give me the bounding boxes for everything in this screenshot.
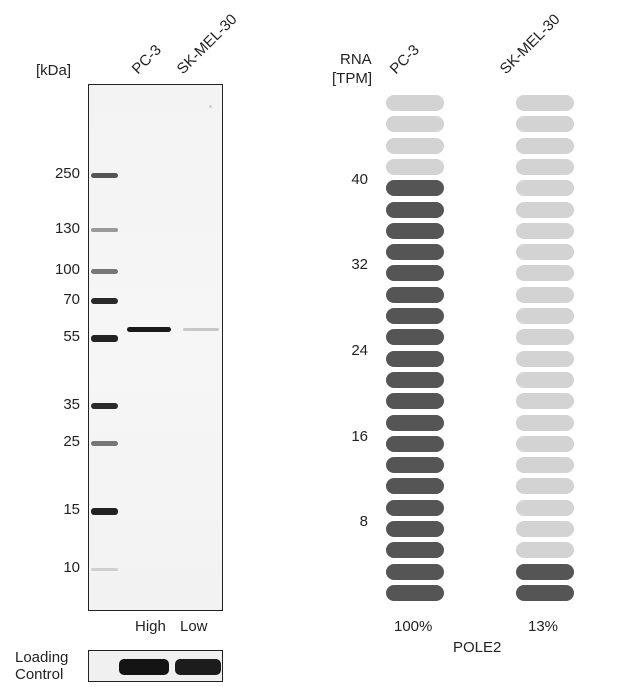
rna-segment [386,265,444,282]
rna-segment [386,180,444,197]
loading-control-blot [88,650,223,682]
rna-segment [386,521,444,537]
rna-segment [516,329,574,346]
pc3-band [127,327,171,332]
rna-segment [516,350,574,367]
loading-control-label-1: Loading [15,649,69,666]
rna-segment [386,244,444,261]
rna-segment [516,95,574,111]
rna-segment [516,563,574,580]
rna-segment [386,393,444,410]
lane-label-pc3: PC-3 [128,41,165,78]
rna-tick-label: 16 [351,428,368,445]
rna-segment [386,563,444,580]
rna-segment [386,435,444,452]
rna-segment [516,201,574,218]
rna-segment [386,414,444,431]
rna-segment [516,521,574,537]
skmel30-band [183,328,219,331]
rna-segment [516,116,574,133]
marker-label: 15 [63,501,80,518]
pc3-percent: 100% [394,618,433,635]
rna-segment [386,584,444,601]
rna-segment [516,478,574,495]
rna-segment [386,137,444,154]
rna-segment [386,201,444,218]
rna-segment [516,542,574,559]
rna-segment [386,286,444,303]
rna-tick-label: 8 [359,513,368,530]
rna-tick-label: 24 [351,342,368,359]
lane-label-skmel30: SK-MEL-30 [173,10,241,78]
rna-segment [386,158,444,175]
rna-tick-label: 40 [351,171,368,188]
marker-label: 250 [54,165,80,182]
rna-segment [386,457,444,474]
level-high: High [135,618,166,635]
rna-segment [516,265,574,282]
rna-segment [516,393,574,410]
marker-label: 25 [63,433,80,450]
rna-segment [516,222,574,239]
rna-segment [386,478,444,495]
rna-segment [386,308,444,324]
marker-label: 130 [54,220,80,237]
rna-column-label-skmel30: SK-MEL-30 [496,10,564,78]
rna-segment [516,499,574,516]
rna-segment [516,286,574,303]
gene-name: POLE2 [453,639,502,656]
kda-unit-label: [kDa] [36,62,72,79]
rna-axis-label-1: RNA [340,51,372,68]
ladder-band [91,298,118,304]
rna-segment [386,222,444,239]
rna-segment [386,116,444,133]
rna-segment [516,244,574,261]
marker-label: 35 [63,396,80,413]
marker-label: 55 [63,328,80,345]
rna-column-label-pc3: PC-3 [386,41,423,78]
ladder-band [91,228,118,232]
ladder-band [91,507,118,515]
rna-segment [386,329,444,346]
rna-segment [516,308,574,324]
rna-segment [386,95,444,111]
ladder-band [91,334,118,342]
rna-segment [516,371,574,388]
rna-axis-label-2: [TPM] [332,70,372,87]
rna-tick-label: 32 [351,256,368,273]
rna-segment [516,158,574,175]
rna-segment [386,499,444,516]
rna-segment [516,414,574,431]
marker-label: 70 [63,291,80,308]
marker-label: 10 [63,559,80,576]
marker-label: 100 [54,261,80,278]
ladder-band [91,403,118,409]
loading-band-pc3 [119,659,169,675]
rna-segment [386,371,444,388]
western-blot-image [88,84,223,611]
loading-control-label-2: Control [15,666,64,683]
loading-band-skmel30 [175,659,221,675]
skmel30-percent: 13% [528,618,559,635]
rna-segment [516,180,574,197]
speck [209,105,212,108]
level-low: Low [180,618,208,635]
ladder-band [91,567,118,571]
ladder-band [91,440,118,446]
rna-segment [516,435,574,452]
rna-segment [516,137,574,154]
rna-segment [516,457,574,474]
rna-segment [386,542,444,559]
ladder-band [91,172,118,178]
ladder-band [91,268,118,274]
rna-segment [516,584,574,601]
rna-segment [386,350,444,367]
